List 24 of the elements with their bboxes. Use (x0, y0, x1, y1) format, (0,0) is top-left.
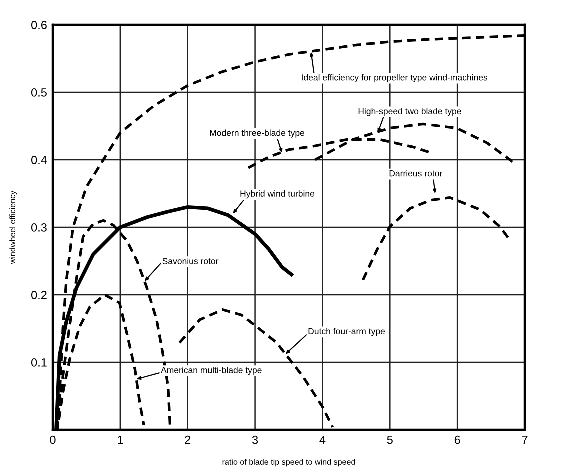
annotation: American multi-blade type (161, 366, 262, 376)
x-tick-label: 0 (50, 436, 56, 444)
y-tick-label: 0.2 (31, 291, 47, 300)
x-tick-label: 3 (252, 436, 258, 444)
annotation: Modern three-blade type (210, 130, 305, 138)
annotation: Darrieus rotor (390, 170, 442, 177)
y-tick-label: 0.4 (31, 156, 48, 164)
annotation: High-speed two blade type (358, 108, 462, 116)
y-tick-label: 0.3 (31, 224, 47, 232)
x-tick-label: 2 (185, 436, 191, 444)
y-tick-label: 0.1 (31, 358, 47, 367)
x-axis-title: ratio of blade tip speed to wind speed (222, 459, 356, 467)
annotation: Dutch four-arm type (308, 328, 386, 336)
y-tick-label: 0.5 (31, 88, 47, 97)
x-tick-label: 6 (454, 436, 460, 444)
x-tick-label: 5 (387, 436, 393, 444)
annotation: Hybrid wind turbine (240, 190, 315, 199)
annotation: Ideal efficiency for propeller type wind-machines (302, 74, 488, 82)
x-tick-label: 7 (522, 436, 528, 444)
y-tick-label: 0.6 (31, 21, 47, 30)
x-tick-label: 4 (320, 436, 326, 444)
x-tick-label: 1 (118, 436, 124, 444)
annotation: Savonius rotor (162, 258, 219, 264)
y-axis-title: windwheel efficiency (10, 190, 18, 264)
